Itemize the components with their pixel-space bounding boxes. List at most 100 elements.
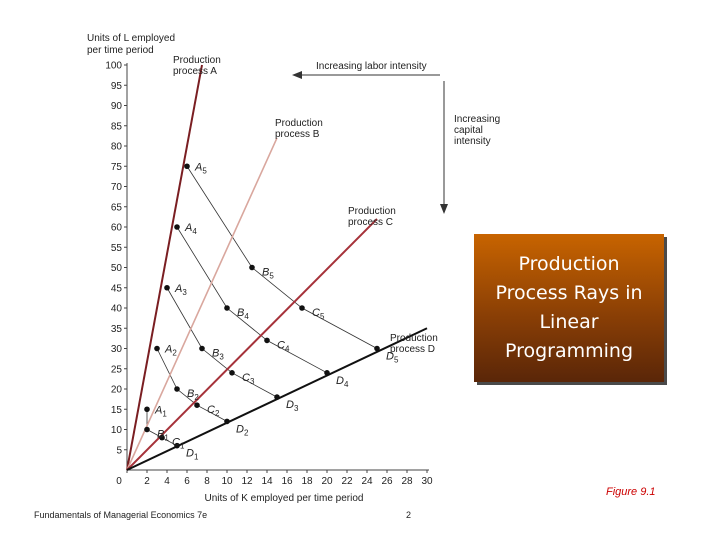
ray-label-d-line2: process D — [390, 344, 435, 355]
y-tick-label: 35 — [111, 324, 123, 335]
axes: 5101520253035404550556065707580859095100… — [87, 33, 433, 504]
point-a5 — [184, 163, 190, 170]
x-tick-label: 12 — [241, 476, 253, 487]
ray-label-b-line1: Production — [275, 118, 323, 129]
y-tick-label: 100 — [105, 61, 122, 72]
y-tick-label: 90 — [111, 101, 123, 112]
point-d4 — [324, 370, 330, 376]
y-tick-label: 5 — [116, 445, 122, 456]
point-c5 — [299, 305, 305, 311]
point-label-c1: C1 — [172, 437, 185, 451]
point-c2 — [194, 402, 200, 409]
isoquant-lines — [146, 166, 378, 447]
isoquant-3 — [166, 287, 278, 398]
data-points — [144, 163, 380, 449]
y-tick-label: 60 — [111, 223, 123, 234]
point-b1 — [144, 426, 150, 433]
ray-label-d-line1: Production — [390, 333, 438, 344]
y-tick-label: 40 — [111, 304, 123, 315]
y-tick-label: 15 — [111, 405, 123, 416]
labor-intensity-arrowhead — [292, 71, 302, 79]
point-label-b5: B5 — [262, 267, 274, 281]
ray-label-b-line2: process B — [275, 129, 320, 140]
x-tick-label: 30 — [421, 476, 433, 487]
ray-process-b — [126, 137, 278, 471]
y-tick-label: 10 — [111, 425, 123, 436]
y-tick-label: 30 — [111, 344, 123, 355]
x-tick-label: 14 — [261, 476, 273, 487]
x-tick-label: 26 — [381, 476, 393, 487]
point-a4 — [174, 224, 180, 230]
x-tick-label: 0 — [116, 476, 122, 487]
capital-intensity-arrowhead — [440, 204, 448, 214]
point-label-b3: B3 — [212, 348, 224, 362]
y-tick-label: 25 — [111, 364, 123, 375]
point-label-a5: A5 — [194, 161, 207, 175]
point-d5 — [374, 345, 380, 352]
y-tick-label: 20 — [111, 385, 123, 396]
point-label-b4: B4 — [237, 307, 249, 321]
point-label-c5: C5 — [312, 307, 325, 321]
point-d3 — [274, 394, 280, 400]
point-label-d1: D1 — [186, 448, 199, 462]
labor-intensity-label: Increasing labor intensity — [316, 61, 427, 72]
point-label-c2: C2 — [207, 404, 220, 418]
point-label-d4: D4 — [336, 375, 349, 389]
y-tick-label: 65 — [111, 202, 123, 213]
y-tick-label: 55 — [111, 243, 123, 254]
ray-process-a — [126, 64, 203, 471]
ray-label-c-line2: process C — [348, 217, 393, 228]
ray-label-a-line2: process A — [173, 66, 217, 77]
y-tick-label: 45 — [111, 283, 123, 294]
x-tick-label: 24 — [361, 476, 373, 487]
point-b2 — [174, 386, 180, 392]
x-tick-label: 20 — [321, 476, 333, 487]
point-label-a3: A3 — [174, 283, 187, 297]
y-tick-label: 80 — [111, 142, 123, 153]
x-tick-label: 10 — [221, 476, 233, 487]
point-d1 — [174, 442, 180, 449]
isoquant-5 — [186, 166, 378, 349]
point-label-d2: D2 — [236, 423, 249, 437]
capital-intensity-label-1: Increasing — [454, 114, 500, 125]
x-tick-label: 8 — [204, 476, 210, 487]
point-b4 — [224, 305, 230, 311]
point-label-c4: C4 — [277, 339, 290, 353]
ray-label-a-line1: Production — [173, 55, 221, 66]
x-tick-label: 6 — [184, 476, 190, 487]
page-number: 2 — [406, 510, 412, 520]
x-tick-label: 22 — [341, 476, 353, 487]
x-axis-title: Units of K employed per time period — [205, 493, 364, 504]
point-a1 — [144, 406, 150, 413]
capital-intensity-label-2: capital — [454, 125, 483, 136]
x-tick-label: 18 — [301, 476, 313, 487]
point-a2 — [154, 345, 160, 352]
point-label-d5: D5 — [386, 351, 399, 365]
point-label-d3: D3 — [286, 399, 299, 413]
y-tick-label: 50 — [111, 263, 123, 274]
x-tick-label: 16 — [281, 476, 293, 487]
ray-process-c — [126, 218, 378, 471]
point-c4 — [264, 337, 270, 344]
x-tick-label: 2 — [144, 476, 150, 487]
ray-label-c-line1: Production — [348, 206, 396, 217]
point-label-b1: B1 — [157, 429, 169, 443]
y-axis-title-line2: per time period — [87, 45, 154, 56]
x-tick-label: 28 — [401, 476, 413, 487]
point-b5 — [249, 264, 255, 271]
point-c1 — [159, 434, 165, 441]
point-label-a1: A1 — [154, 404, 167, 418]
point-label-a2: A2 — [164, 344, 177, 358]
point-c3 — [229, 370, 235, 376]
y-tick-label: 75 — [111, 162, 123, 173]
point-label-c3: C3 — [242, 372, 255, 386]
point-label-a4: A4 — [184, 222, 197, 236]
point-b3 — [199, 345, 205, 352]
y-tick-label: 85 — [111, 121, 123, 132]
point-a3 — [164, 284, 170, 291]
isoquant-4 — [176, 226, 328, 374]
capital-intensity-label-3: intensity — [454, 136, 491, 147]
point-d2 — [224, 418, 230, 425]
